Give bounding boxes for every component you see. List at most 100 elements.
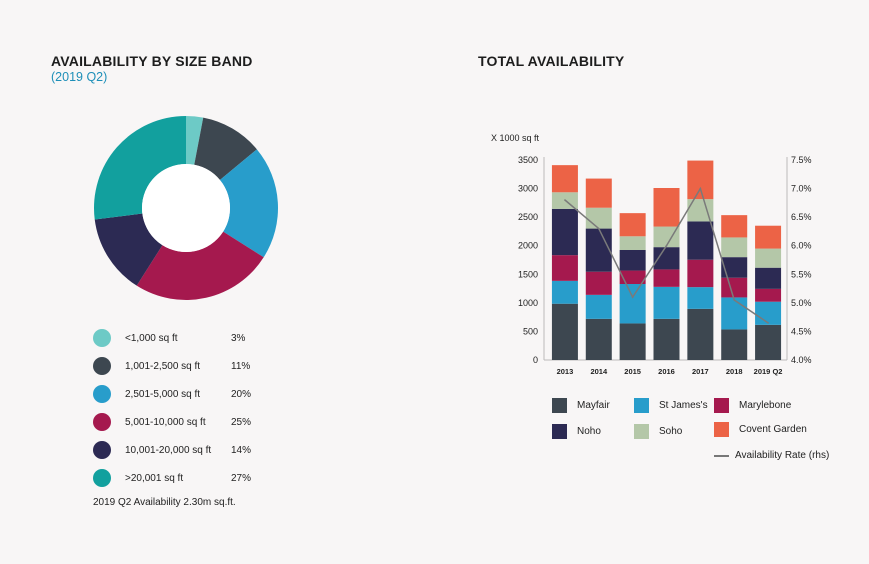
bar-segment [721,329,748,360]
legend-label: 5,001-10,000 sq ft [125,416,206,428]
y-axis-label: X 1000 sq ft [491,133,540,143]
legend-swatch-icon [714,422,729,437]
x-tick-label: 2018 [726,367,743,376]
bar-segment [687,221,714,260]
bar-segment [551,255,578,281]
bar-legend-item: Noho [552,424,601,439]
line-point [767,322,769,324]
bar-segment [755,248,782,268]
legend-swatch-icon [93,329,111,347]
bar-segment [653,226,680,248]
donut-slice [94,116,186,220]
bar-segment [755,301,782,325]
legend-percent: 20% [231,388,252,400]
legend-swatch-icon [552,424,567,439]
legend-label: 2,501-5,000 sq ft [125,388,201,400]
x-tick-label: 2017 [692,367,709,376]
donut-slice [194,117,257,180]
donut-chart-title: AVAILABILITY BY SIZE BAND [51,53,253,69]
y-tick-label: 2000 [518,241,538,251]
legend-swatch-icon [93,413,111,431]
y-tick-label: 1500 [518,269,538,279]
legend-swatch-icon [634,424,649,439]
donut-slice [136,231,264,300]
bar-segment [721,257,748,278]
line-point [733,299,736,301]
y2-tick-label: 5.0% [791,298,812,308]
bar-segment [687,160,714,200]
bar-segment [653,318,680,360]
bar-segment [721,277,748,298]
line-point [665,244,668,247]
y2-tick-label: 7.0% [791,184,812,194]
legend-swatch-icon [714,398,729,413]
bar-segment [619,284,646,324]
bar-segment [585,207,612,229]
bar-segment [687,199,714,222]
donut-legend-item: <1,000 sq ft 3% [93,328,245,348]
donut-hole [142,164,230,252]
legend-label: Availability Rate (rhs) [735,450,830,461]
bar-segment [653,247,680,270]
donut-legend-item: 5,001-10,000 sq ft 25% [93,412,251,432]
bar-segment [687,259,714,288]
legend-label: Noho [577,426,601,437]
legend-label: Soho [659,426,683,437]
bar-segment [721,215,748,238]
bar-segment [585,271,612,295]
legend-percent: 25% [231,416,252,428]
bar-segment [585,228,612,272]
y2-tick-label: 6.0% [791,241,812,251]
donut-legend-item: 2,501-5,000 sq ft 20% [93,384,251,404]
y-tick-label: 2500 [518,212,538,222]
legend-percent: 11% [231,360,251,372]
bar-segment [551,208,578,256]
bar-segment [721,297,748,330]
y2-tick-label: 5.5% [791,269,812,279]
x-tick-label: 2019 Q2 [754,367,783,376]
y-tick-label: 500 [523,326,538,336]
legend-percent: 14% [231,444,252,456]
legend-label: >20,001 sq ft [125,472,184,484]
bar-segment [755,267,782,289]
bar-segment [585,294,612,319]
legend-swatch-icon [93,441,111,459]
bar-segment [619,323,646,360]
bar-segment [619,250,646,271]
bar-legend-item: Covent Garden [714,422,807,437]
bar-segment [653,188,680,227]
x-tick-label: 2014 [590,367,608,376]
legend-swatch-icon [93,385,111,403]
y2-tick-label: 6.5% [791,212,812,222]
bar-segment [755,324,782,360]
bar-legend-item: Soho [634,424,682,439]
donut-slice [186,116,204,165]
bar-segment [755,288,782,302]
legend-percent: 3% [231,332,246,344]
bar-segment [585,318,612,360]
y-tick-label: 3000 [518,184,538,194]
legend-line-icon [714,454,729,457]
bar-segment [653,269,680,287]
bar-legend-item: St James's [634,398,708,413]
bar-segment [721,237,748,258]
legend-label: 1,001-2,500 sq ft [125,360,201,372]
legend-label: Mayfair [577,400,610,411]
line-point [597,227,600,230]
legend-label: St James's [659,400,708,411]
bar-segment [551,303,578,360]
donut-legend-item: >20,001 sq ft 27% [93,468,251,488]
bar-legend-item: Marylebone [714,398,791,413]
y2-tick-label: 4.5% [791,326,812,336]
legend-percent: 27% [231,472,252,484]
bar-segment [619,270,646,284]
legend-swatch-icon [552,398,567,413]
line-point [699,187,702,190]
bar-segment [687,308,714,360]
x-tick-label: 2013 [557,367,574,376]
y2-tick-label: 4.0% [791,355,812,365]
bar-legend-item: Mayfair [552,398,610,413]
bar-segment [755,225,782,249]
donut-slice [219,149,278,258]
